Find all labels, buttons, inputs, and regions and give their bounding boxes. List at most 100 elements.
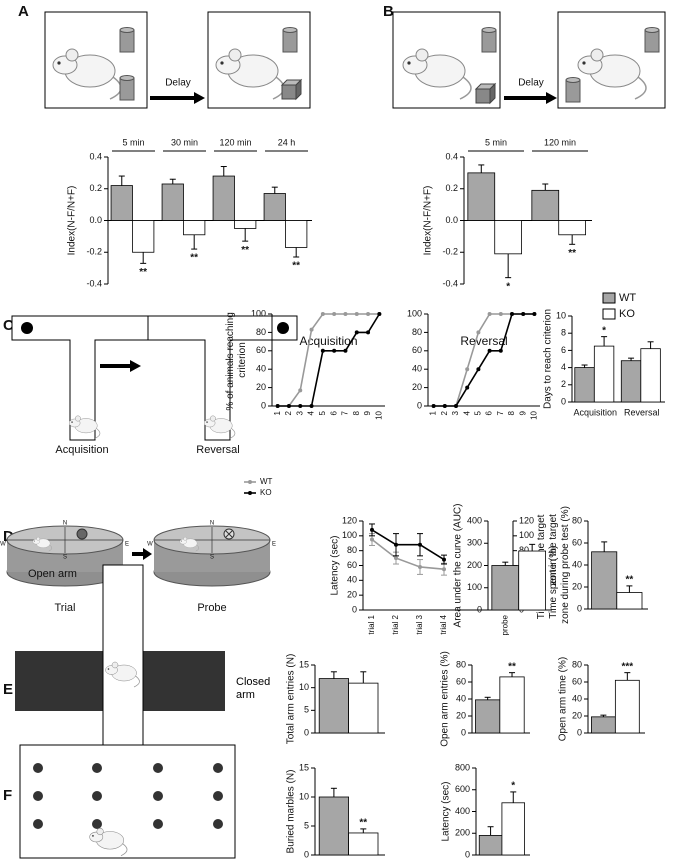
chart-title: Reversal — [460, 334, 507, 348]
y-axis-label: Days to reach criterion — [543, 309, 554, 409]
marker — [320, 312, 325, 316]
y-tick-label: 0 — [352, 604, 357, 614]
compass: E — [125, 542, 129, 548]
marker — [510, 312, 514, 316]
bar — [318, 678, 350, 734]
marker — [418, 542, 422, 547]
marker — [320, 348, 325, 353]
panel-label: E — [3, 681, 13, 698]
y-tick-label: -0.4 — [86, 278, 102, 288]
y-tick-label: 5 — [304, 705, 309, 715]
y2-tick-label: 100 — [519, 530, 534, 540]
marble — [213, 819, 223, 829]
arrow-head — [130, 360, 141, 372]
marble — [213, 763, 223, 773]
object — [475, 83, 496, 104]
category-label: 5 min — [485, 137, 507, 147]
delay-label: Delay — [518, 78, 544, 89]
y-tick-label: 80 — [256, 327, 266, 337]
cage — [19, 744, 236, 859]
significance: ** — [626, 575, 634, 586]
marker — [309, 327, 314, 332]
y-tick-label: 0 — [261, 400, 266, 410]
compass: S — [210, 555, 214, 561]
arrow-head — [143, 548, 152, 560]
significance: ** — [508, 661, 516, 672]
y-tick-label: 0.0 — [89, 215, 102, 225]
y-axis-label: Latency (sec) — [441, 781, 452, 841]
y-tick-label: 100 — [467, 582, 482, 592]
y-tick-label: -0.4 — [442, 278, 458, 288]
bar — [591, 716, 616, 734]
y-axis-label: Buried marbles (N) — [286, 770, 297, 854]
line — [277, 313, 381, 407]
category-label: 30 min — [171, 137, 198, 147]
bar — [499, 676, 525, 734]
y-tick-label: 6 — [561, 345, 566, 355]
path — [225, 530, 233, 538]
x-tick-label: trial 1 — [367, 614, 376, 634]
y-tick-label: 0 — [465, 849, 470, 859]
marker — [298, 388, 303, 393]
bar — [183, 220, 206, 236]
diagram-label: Open arm — [28, 568, 77, 580]
line — [371, 538, 445, 571]
object — [644, 27, 660, 53]
bar — [616, 592, 643, 610]
y-tick-label: 20 — [412, 382, 422, 392]
y-tick-label: 600 — [455, 784, 470, 794]
marble — [92, 763, 102, 773]
bar — [478, 835, 503, 856]
marker — [394, 542, 398, 547]
diagram-label: Closed arm — [236, 676, 271, 701]
arrow-head — [194, 92, 205, 104]
reward — [277, 322, 289, 334]
y-tick-label: 60 — [412, 345, 422, 355]
marker — [476, 330, 481, 335]
y-tick-label: 5 — [304, 820, 309, 830]
legend-label: KO — [619, 308, 635, 320]
category-label: 5 min — [122, 137, 144, 147]
y-axis-label: Open arm entries (%) — [440, 651, 451, 747]
legend-label: WT — [260, 477, 273, 486]
y-tick-label: 120 — [342, 515, 357, 525]
y-axis-label: % of animals reaching criterion — [225, 309, 248, 410]
y-tick-label: 60 — [572, 676, 582, 686]
y-tick-label: 10 — [299, 791, 309, 801]
marker — [532, 312, 537, 316]
bar — [593, 345, 615, 403]
marker — [332, 312, 337, 316]
category-label: 120 min — [544, 137, 576, 147]
tspan: zone (%) — [548, 545, 559, 585]
marker — [366, 312, 371, 316]
bar — [574, 367, 595, 403]
x-tick-label: trial 3 — [415, 614, 424, 634]
y-tick-label: 4 — [561, 362, 566, 372]
y-tick-label: 0.2 — [89, 183, 102, 193]
category-label: 120 min — [219, 137, 251, 147]
y-tick-label: 10 — [299, 682, 309, 692]
marker — [418, 564, 422, 569]
y-tick-label: 80 — [412, 327, 422, 337]
legend-label: WT — [619, 292, 636, 304]
bar — [467, 172, 496, 221]
marker — [498, 348, 503, 353]
marble — [33, 763, 43, 773]
x-tick-label: 3 — [451, 410, 460, 415]
y-tick-label: 20 — [572, 581, 582, 591]
object — [119, 27, 135, 53]
x-tick-label: 9 — [363, 410, 372, 415]
x-tick-label: 6 — [485, 410, 494, 415]
y-tick-label: 0 — [304, 849, 309, 859]
x-tick-label: 1 — [273, 410, 282, 415]
marble — [92, 791, 102, 801]
marker — [465, 367, 470, 372]
bar — [234, 220, 257, 229]
y-tick-label: -0.2 — [86, 247, 102, 257]
marker — [366, 330, 371, 335]
object — [565, 77, 581, 103]
bar — [558, 220, 586, 236]
y-tick-label: 0.2 — [445, 183, 458, 193]
